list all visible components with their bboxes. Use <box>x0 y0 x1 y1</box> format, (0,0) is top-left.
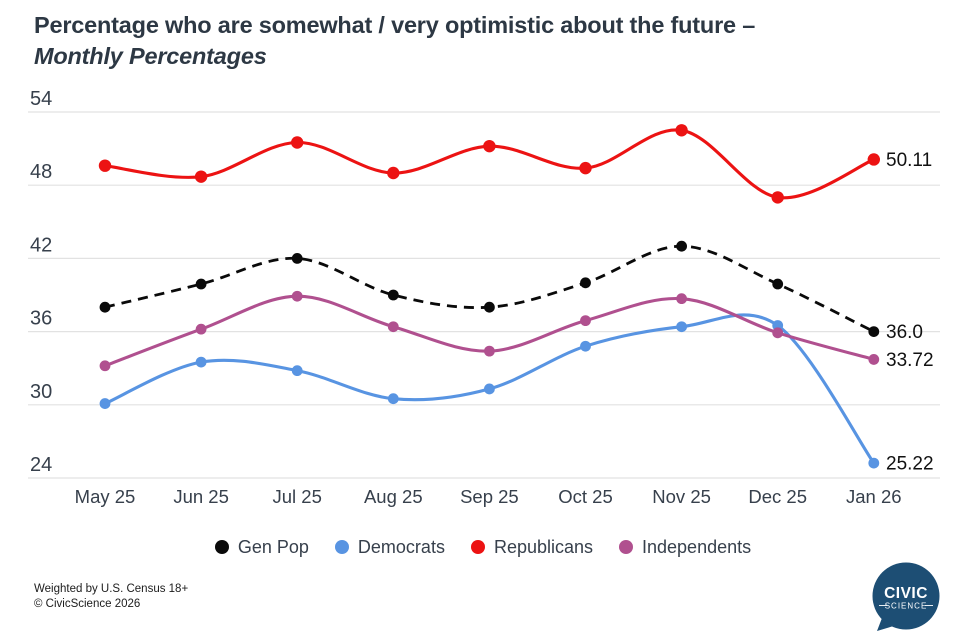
data-point-democrats <box>195 356 207 368</box>
data-point-gen-pop <box>484 301 495 313</box>
data-point-independents <box>99 360 111 372</box>
x-axis-tick-label: Jul 25 <box>273 486 322 507</box>
data-point-republicans <box>98 159 112 172</box>
line-chart: 54 48 42 36 30 24 May 25 Jun 25 Jul 25 Aug 25 Sep … <box>28 88 940 507</box>
y-axis-tick-label: 24 <box>30 454 52 476</box>
footnote-copyright: © CivicScience 2026 <box>34 598 141 610</box>
data-point-independents <box>676 293 687 305</box>
civicscience-logo: CIVIC SCIENCE <box>866 562 942 633</box>
data-point-independents <box>291 290 303 302</box>
x-axis-tick-label: Oct 25 <box>558 486 613 507</box>
y-axis-tick-label: 54 <box>30 88 52 110</box>
data-point-gen-pop <box>387 289 399 301</box>
legend-item-independents[interactable]: Independents <box>619 537 751 558</box>
data-point-independents <box>195 323 207 335</box>
data-point-republicans <box>675 124 688 137</box>
data-point-republicans <box>579 161 592 175</box>
data-point-gen-pop <box>195 278 207 290</box>
chart-legend: Gen Pop Democrats Republicans Independents <box>0 533 966 561</box>
y-axis-tick-label: 30 <box>30 381 52 403</box>
legend-label-republicans: Republicans <box>493 536 594 557</box>
data-point-democrats <box>676 321 687 333</box>
svg-text:CIVIC: CIVIC <box>884 585 928 602</box>
civicscience-logo-mark: CIVIC SCIENCE <box>872 562 940 631</box>
data-point-gen-pop <box>772 278 784 290</box>
x-axis-tick-label: Nov 25 <box>652 486 711 507</box>
end-value-label-independents: 33.72 <box>886 350 934 371</box>
y-axis-tick-label: 42 <box>30 234 52 256</box>
legend-swatch-independents <box>619 540 634 554</box>
footnote-weighting: Weighted by U.S. Census 18+ <box>34 583 189 595</box>
legend-swatch-gen-pop <box>214 540 229 554</box>
data-point-independents <box>484 345 495 357</box>
x-axis-tick-label: May 25 <box>75 486 136 507</box>
y-axis-tick-label: 48 <box>30 161 52 183</box>
legend-item-republicans[interactable]: Republicans <box>470 536 594 558</box>
legend-label-independents: Independents <box>642 536 752 557</box>
legend-swatch-republicans <box>470 540 485 554</box>
data-point-independents <box>387 321 399 333</box>
data-point-gen-pop <box>676 240 687 252</box>
x-axis-tick-label: Jun 25 <box>173 486 229 507</box>
data-point-republicans <box>867 153 880 166</box>
x-axis-tick-label: Aug 25 <box>364 486 423 507</box>
data-point-gen-pop <box>580 277 591 289</box>
legend-label-gen-pop: Gen Pop <box>237 536 309 557</box>
data-point-republicans <box>291 136 304 149</box>
legend-item-gen-pop[interactable]: Gen Pop <box>214 536 309 558</box>
data-point-independents <box>772 327 784 339</box>
x-axis-tick-label: Sep 25 <box>460 486 519 507</box>
data-point-democrats <box>580 340 591 352</box>
data-point-gen-pop <box>291 253 303 264</box>
legend-swatch-democrats <box>334 540 349 554</box>
legend-label-democrats: Democrats <box>357 536 445 557</box>
data-point-republicans <box>771 191 784 204</box>
data-point-gen-pop <box>99 301 111 313</box>
x-axis-tick-label: Jan 26 <box>846 486 902 507</box>
data-point-democrats <box>868 457 880 469</box>
end-value-label-gen-pop: 36.0 <box>886 322 923 343</box>
data-point-democrats <box>387 393 399 405</box>
chart-footnote: Weighted by U.S. Census 18+ © CivicScien… <box>34 582 188 612</box>
data-point-democrats <box>291 365 303 377</box>
chart-title-block: Percentage who are somewhat / very optim… <box>34 10 934 72</box>
data-point-democrats <box>99 398 111 409</box>
data-point-independents <box>868 354 880 365</box>
data-point-democrats <box>484 383 495 395</box>
chart-subtitle: Monthly Percentages <box>34 43 267 69</box>
data-point-gen-pop <box>868 326 880 337</box>
data-point-republicans <box>387 166 400 180</box>
data-point-republicans <box>194 170 208 183</box>
data-point-republicans <box>483 139 496 153</box>
legend-item-democrats[interactable]: Democrats <box>334 536 445 558</box>
y-axis-tick-label: 36 <box>30 308 52 330</box>
x-axis-tick-label: Dec 25 <box>748 486 807 507</box>
end-value-label-democrats: 25.22 <box>886 454 934 475</box>
series-line-gen-pop <box>104 244 875 333</box>
data-point-independents <box>580 315 591 327</box>
chart-title: Percentage who are somewhat / very optim… <box>34 12 756 38</box>
end-value-label-republicans: 50.11 <box>886 150 932 171</box>
svg-text:SCIENCE: SCIENCE <box>885 602 928 611</box>
